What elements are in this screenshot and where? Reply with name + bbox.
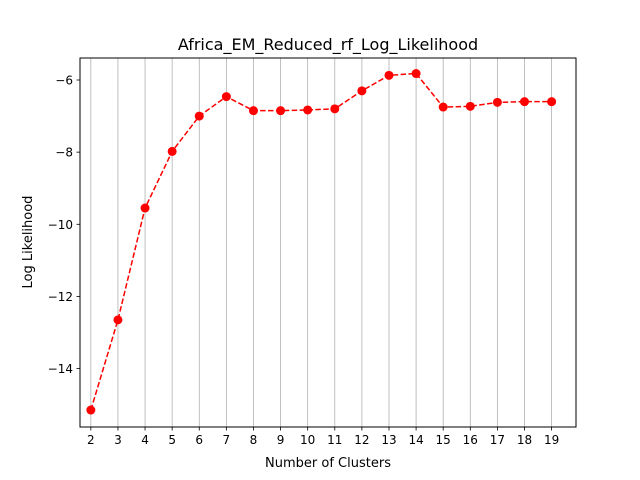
x-gridlines [90,58,553,427]
y-tick-label: −8 [55,146,73,160]
x-tick-label: 9 [277,433,285,447]
x-tick-label: 15 [436,433,451,447]
data-point [330,104,340,114]
x-tick-label: 12 [354,433,369,447]
data-point [520,97,530,107]
data-point [465,101,475,111]
y-tick-label: −10 [48,218,73,232]
data-point [113,315,123,325]
x-tick-label: 8 [250,433,258,447]
data-point [547,97,557,107]
x-tick-label: 10 [300,433,315,447]
y-axis-ticks: −14 −12 −10 −8 −6 [48,74,80,376]
x-tick-label: 17 [490,433,505,447]
plot-frame [79,57,577,428]
x-tick-label: 4 [141,433,149,447]
x-tick-label: 19 [544,433,559,447]
data-point [357,86,367,96]
chart-title: Africa_EM_Reduced_rf_Log_Likelihood [178,35,478,55]
y-tick-label: −12 [48,290,73,304]
data-point [438,102,448,112]
data-point [276,106,286,116]
data-point [140,203,150,213]
x-tick-label: 3 [114,433,122,447]
series-line [90,72,552,411]
series-group [86,69,557,415]
x-tick-label: 2 [87,433,95,447]
data-point [248,106,258,116]
x-tick-label: 6 [195,433,203,447]
data-point [411,69,421,79]
y-axis-label: Log Likelihood [21,196,36,289]
data-point [303,105,313,115]
x-axis-label: Number of Clusters [265,456,391,471]
x-tick-label: 5 [168,433,176,447]
data-point [86,405,96,415]
x-tick-label: 11 [327,433,342,447]
x-tick-label: 16 [463,433,478,447]
data-point [384,70,394,80]
y-tick-label: −6 [55,74,73,88]
x-tick-label: 14 [408,433,423,447]
x-tick-label: 18 [517,433,532,447]
data-point [221,92,231,102]
y-tick-label: −14 [48,362,73,376]
x-tick-label: 13 [381,433,396,447]
x-tick-label: 7 [223,433,231,447]
x-axis-ticks: 2 3 4 5 6 7 8 9 10 11 12 13 14 15 16 17 18 19 [87,427,559,447]
data-point [194,111,204,121]
data-point [492,97,502,107]
data-point [167,146,177,156]
